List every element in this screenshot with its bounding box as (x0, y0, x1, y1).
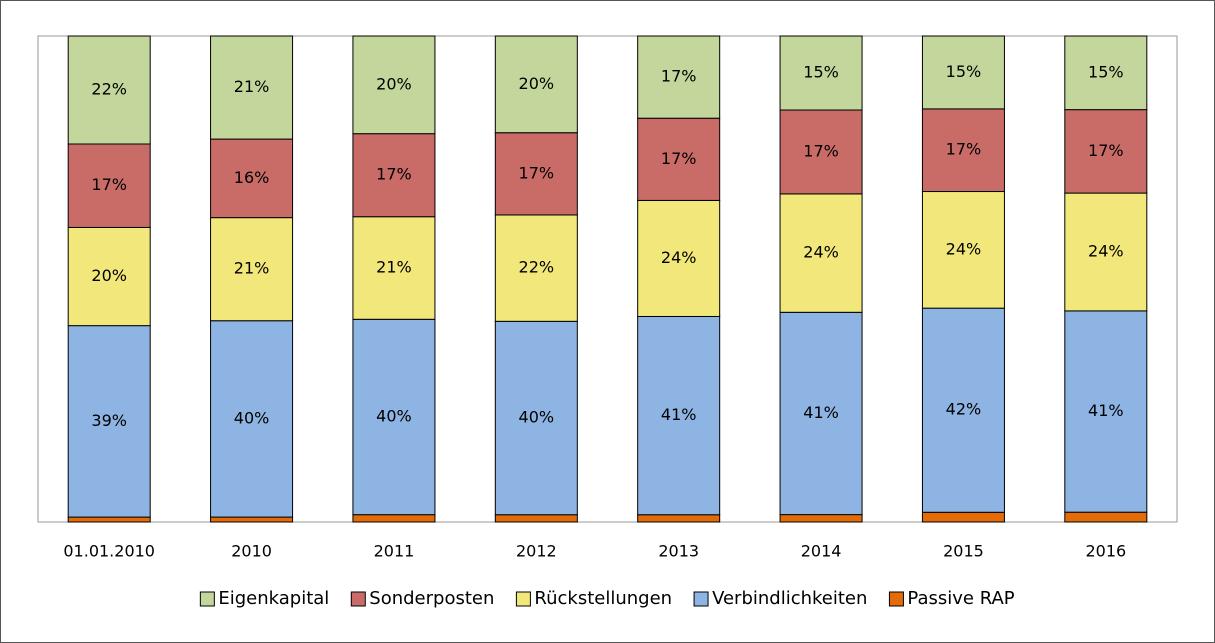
x-tick-label: 2016 (1085, 542, 1126, 561)
data-label: 15% (1088, 62, 1124, 81)
data-label: 17% (661, 149, 697, 168)
bar-segment (210, 138, 294, 219)
bar-segment (921, 108, 1005, 193)
x-tick-label: 01.01.2010 (63, 542, 155, 561)
bar-segment (67, 143, 151, 228)
data-label: 24% (1088, 242, 1124, 261)
x-tick-label: 2015 (943, 542, 984, 561)
data-label: 40% (376, 406, 412, 425)
x-tick-label: 2011 (374, 542, 415, 561)
bar-segment (921, 307, 1005, 513)
bar-segment (67, 325, 151, 518)
x-tick-label: 2012 (516, 542, 557, 561)
bar-segment (921, 35, 1005, 110)
bar-segment (921, 511, 1005, 523)
data-label: 40% (234, 408, 270, 427)
bar-segment (779, 514, 863, 523)
bar-segment (779, 193, 863, 313)
data-label: 24% (803, 243, 839, 262)
bar-segment (494, 35, 578, 134)
legend-swatch (199, 591, 215, 607)
data-label: 17% (519, 163, 555, 182)
bar-segment (210, 516, 294, 523)
bar-segment (210, 320, 294, 518)
data-label: 41% (661, 405, 697, 424)
bar-segment (352, 216, 436, 320)
data-label: 21% (376, 258, 412, 277)
data-label: 16% (234, 168, 270, 187)
bar-segment (921, 191, 1005, 309)
bar-segment (1064, 109, 1148, 194)
legend-label: Rückstellungen (534, 588, 672, 609)
bar-segment (352, 514, 436, 523)
data-label: 17% (91, 175, 127, 194)
data-label: 22% (519, 258, 555, 277)
bar-segment (637, 117, 721, 201)
bar-segment (1064, 511, 1148, 523)
bar-segment (494, 214, 578, 322)
bar-segment (637, 514, 721, 523)
bar-segment (1064, 35, 1148, 111)
data-label: 42% (946, 400, 982, 419)
bar-segment (352, 35, 436, 135)
data-label: 24% (661, 248, 697, 267)
data-label: 17% (376, 165, 412, 184)
legend-swatch (350, 591, 366, 607)
bar-segment (494, 132, 578, 216)
data-label: 24% (946, 239, 982, 258)
data-label: 15% (946, 62, 982, 81)
legend-label: Eigenkapital (218, 588, 329, 609)
plot-area (37, 35, 1178, 523)
legend-label: Sonderposten (369, 588, 494, 609)
data-label: 40% (519, 408, 555, 427)
data-label: 39% (91, 411, 127, 430)
bar-segment (352, 133, 436, 218)
data-label: 20% (519, 74, 555, 93)
data-label: 20% (376, 74, 412, 93)
bar-segment (67, 516, 151, 523)
x-tick-label: 2014 (801, 542, 842, 561)
data-label: 21% (234, 259, 270, 278)
bar-segment (779, 109, 863, 195)
x-tick-label: 2013 (658, 542, 699, 561)
bar-segment (210, 217, 294, 322)
legend-swatch (888, 591, 904, 607)
data-label: 17% (661, 67, 697, 86)
data-label: 15% (803, 63, 839, 82)
legend-label: Verbindlichkeiten (712, 588, 867, 609)
bar-segment (779, 35, 863, 111)
bar-segment (352, 318, 436, 516)
bar-segment (637, 35, 721, 119)
legend-label: Passive RAP (907, 588, 1014, 609)
bar-segment (67, 35, 151, 145)
data-label: 17% (946, 140, 982, 159)
data-label: 20% (91, 266, 127, 285)
data-label: 17% (803, 141, 839, 160)
bar-segment (494, 514, 578, 523)
bar-segment (637, 199, 721, 317)
data-label: 41% (803, 403, 839, 422)
data-label: 41% (1088, 401, 1124, 420)
bar-segment (637, 315, 721, 516)
x-tick-label: 2010 (231, 542, 272, 561)
data-label: 17% (1088, 141, 1124, 160)
bar-segment (210, 35, 294, 140)
legend-swatch (515, 591, 531, 607)
legend-swatch (693, 591, 709, 607)
data-label: 21% (234, 77, 270, 96)
bar-segment (1064, 310, 1148, 513)
data-label: 22% (91, 80, 127, 99)
